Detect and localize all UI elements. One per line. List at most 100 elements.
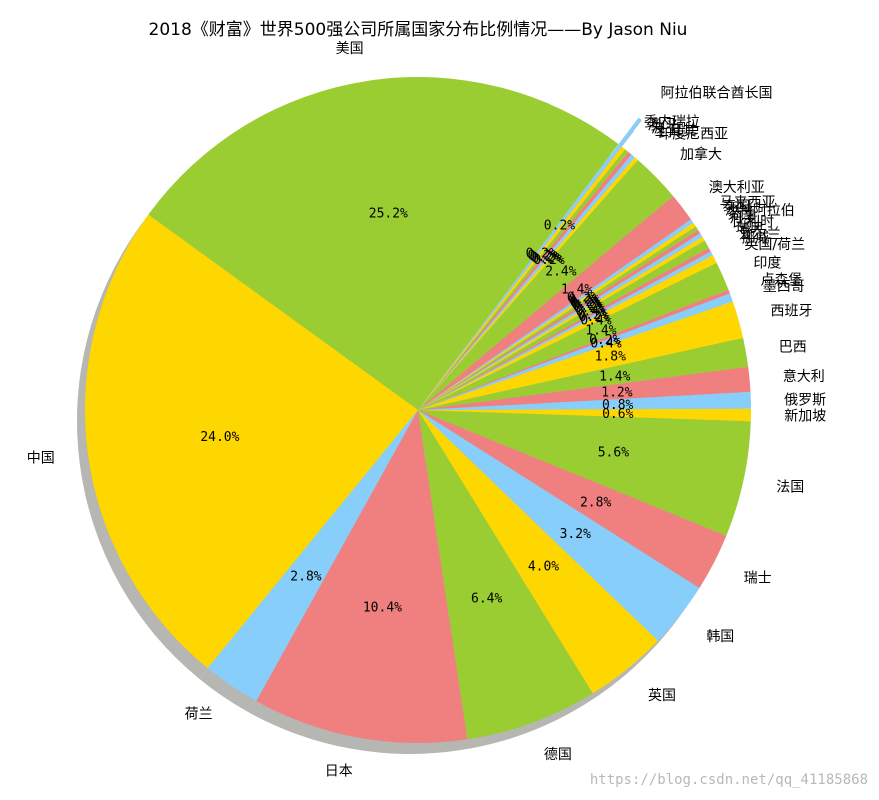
percent-label: 2.8%	[290, 569, 321, 584]
percent-labels: 25.2% 24.0% 2.8% 10.4% 6.4% 4.0% 3.2% 2.8% 5.6% 0…	[200, 206, 633, 615]
percent-label: 2.8%	[580, 495, 611, 510]
category-label: 卢森堡	[760, 273, 802, 289]
category-label: 意大利	[783, 368, 825, 385]
category-label: 阿拉伯联合酋长国	[660, 84, 772, 101]
category-label: 美国	[336, 41, 364, 57]
category-label: 芬兰	[727, 207, 755, 223]
pie-slice-印度	[418, 262, 729, 410]
chart-title: 2018《财富》世界500强公司所属国家分布比例情况——By Jason Niu	[149, 20, 688, 40]
pie-slices	[84, 76, 751, 743]
category-label: 墨西哥	[763, 279, 805, 295]
pie-slice-日本	[256, 410, 468, 743]
percent-label: 0.2%	[589, 333, 620, 348]
percent-label: 25.2%	[369, 206, 408, 221]
pie-slice-爱尔兰	[418, 247, 711, 410]
category-label: 波兰	[651, 120, 679, 136]
pie-slice-丹麦	[418, 233, 703, 410]
percent-label: 0.8%	[602, 398, 633, 413]
category-label: 爱尔兰	[739, 227, 781, 243]
pie-slice-芬兰	[418, 229, 701, 410]
pie-slice-美国	[148, 76, 619, 410]
pie-slice-瑞典	[418, 240, 709, 410]
category-label: 西班牙	[771, 303, 813, 319]
watermark: https://blog.csdn.net/qq_41185868	[590, 772, 868, 788]
category-label: 澳大利亚	[709, 180, 765, 196]
percent-label: 0.2%	[567, 291, 598, 306]
pie-slice-马来西亚	[418, 219, 694, 410]
percent-label: 0.4%	[576, 305, 607, 320]
pie-slice-法国	[418, 410, 751, 536]
percent-label: 0.4%	[580, 313, 611, 328]
category-label: 俄罗斯	[784, 392, 826, 408]
category-label: 泰国	[722, 199, 750, 215]
pie-slice-土耳其	[418, 154, 635, 410]
pie-slice-波兰	[418, 151, 632, 410]
percent-label: 0.2%	[579, 310, 610, 325]
percent-label: 3.2%	[560, 527, 591, 542]
category-label: 印度	[753, 256, 781, 272]
category-label: 英国/荷兰	[744, 236, 805, 253]
pie-slice-巴西	[418, 337, 749, 410]
percent-label: 0.4%	[590, 336, 621, 351]
pie-slice-澳门	[418, 149, 629, 411]
percent-label: 5.6%	[598, 446, 629, 461]
category-label: 丹麦	[730, 211, 758, 227]
percent-label: 0.2%	[533, 253, 564, 268]
pie-slice-英国/荷兰	[418, 255, 717, 410]
category-label: 土耳其	[655, 123, 697, 139]
category-label: 巴西	[779, 339, 807, 355]
pie-slice-德国	[418, 410, 593, 740]
pie-slice-中国	[84, 214, 419, 669]
percent-label: 0.2%	[530, 250, 561, 265]
pie-slice-瑞士	[418, 410, 727, 588]
percent-label: 10.4%	[363, 601, 402, 616]
pie-slice-英国	[418, 410, 659, 694]
pie-slice-西班牙	[418, 301, 744, 410]
pie-slice-印度尼西亚	[418, 157, 638, 410]
category-label: 瑞典	[736, 221, 764, 237]
pie-slice-荷兰	[207, 410, 418, 702]
category-label: 中国	[27, 451, 55, 467]
pie-slice-阿拉伯联合酋长国	[438, 117, 642, 384]
category-label: 新加坡	[784, 408, 826, 424]
category-labels: 美国中国荷兰日本德国英国韩国瑞士法国新加坡俄罗斯意大利巴西西班牙墨西哥卢森堡印度…	[27, 41, 826, 780]
percent-label: 1.4%	[585, 324, 616, 339]
category-label: 马来西亚	[720, 195, 776, 211]
category-label: 韩国	[706, 629, 734, 645]
pie-slice-新加坡	[418, 408, 751, 422]
percent-label: 1.4%	[561, 282, 592, 297]
percent-label: 4.0%	[528, 559, 559, 574]
pie-slice-澳大利亚	[418, 196, 692, 410]
pie-slice-比利时	[418, 236, 705, 410]
pie-slice-沙特阿拉伯	[418, 226, 699, 410]
percent-label: 1.8%	[595, 350, 626, 365]
category-label: 英国	[648, 687, 676, 704]
category-label: 印度尼西亚	[658, 126, 728, 142]
category-label: 挪威	[741, 231, 769, 247]
percent-label: 2.4%	[545, 264, 576, 279]
category-label: 日本	[325, 763, 353, 779]
percent-label: 0.2%	[570, 295, 601, 310]
percent-label: 6.4%	[471, 592, 502, 607]
pie-slice-泰国	[418, 222, 696, 410]
category-label: 澳门	[648, 118, 676, 134]
category-label: 法国	[776, 480, 804, 496]
category-label: 委内瑞拉	[644, 115, 700, 131]
percent-label: 0.2%	[531, 252, 562, 267]
pie-slice-加拿大	[418, 159, 674, 410]
category-label: 加拿大	[680, 146, 722, 163]
percent-label: 0.2%	[526, 247, 557, 262]
percent-label: 0.6%	[602, 407, 633, 422]
percent-label: 0.2%	[574, 301, 605, 316]
percent-label: 24.0%	[200, 430, 239, 445]
percent-label: 1.4%	[599, 369, 630, 384]
pie-slice-墨西哥	[418, 293, 733, 410]
category-label: 瑞士	[744, 571, 772, 587]
category-label: 比利时	[732, 215, 774, 231]
category-label: 德国	[544, 747, 572, 763]
pie-slice-委内瑞拉	[418, 146, 626, 410]
percent-label: 1.2%	[601, 386, 632, 401]
pie-slice-挪威	[418, 251, 713, 410]
pie-slice-意大利	[418, 366, 751, 410]
